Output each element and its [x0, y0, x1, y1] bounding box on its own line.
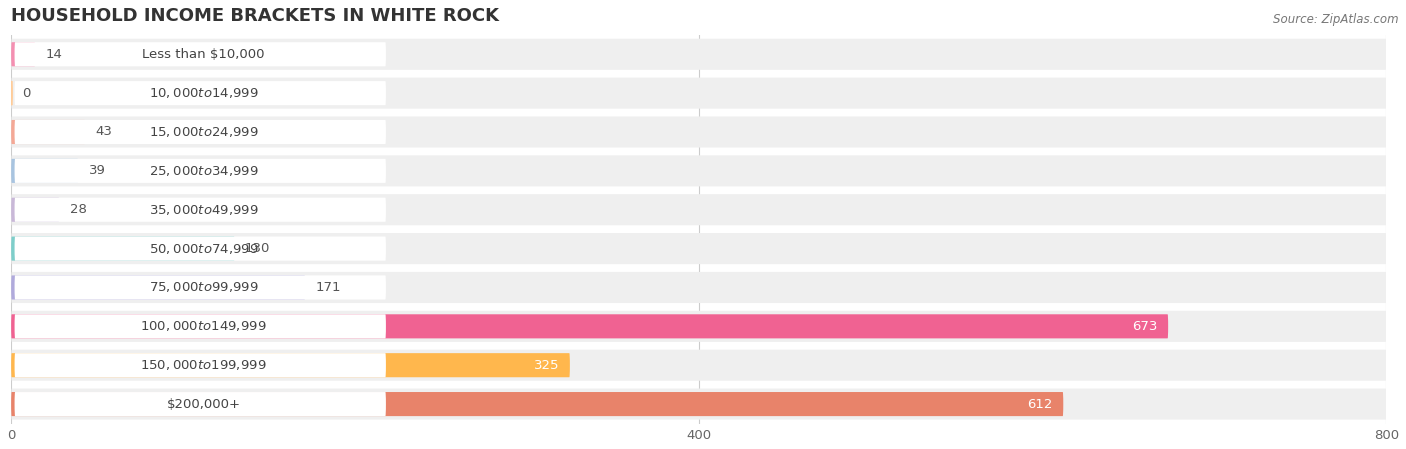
FancyBboxPatch shape — [11, 120, 84, 144]
Text: $35,000 to $49,999: $35,000 to $49,999 — [149, 203, 259, 217]
Text: $150,000 to $199,999: $150,000 to $199,999 — [141, 358, 267, 372]
FancyBboxPatch shape — [11, 275, 305, 299]
Text: $200,000+: $200,000+ — [167, 397, 240, 410]
Text: $25,000 to $34,999: $25,000 to $34,999 — [149, 164, 259, 178]
Text: 130: 130 — [245, 242, 270, 255]
FancyBboxPatch shape — [11, 314, 1168, 339]
Text: 43: 43 — [96, 126, 112, 138]
FancyBboxPatch shape — [11, 159, 79, 183]
FancyBboxPatch shape — [11, 350, 1386, 381]
FancyBboxPatch shape — [11, 155, 1386, 186]
FancyBboxPatch shape — [14, 159, 385, 183]
FancyBboxPatch shape — [11, 198, 59, 222]
Text: $15,000 to $24,999: $15,000 to $24,999 — [149, 125, 259, 139]
Text: $10,000 to $14,999: $10,000 to $14,999 — [149, 86, 259, 100]
Text: 28: 28 — [69, 203, 86, 216]
FancyBboxPatch shape — [11, 311, 1386, 342]
Text: 325: 325 — [534, 359, 560, 372]
FancyBboxPatch shape — [14, 120, 385, 144]
FancyBboxPatch shape — [11, 116, 1386, 148]
FancyBboxPatch shape — [11, 392, 1063, 416]
Text: 171: 171 — [315, 281, 340, 294]
FancyBboxPatch shape — [11, 233, 1386, 264]
FancyBboxPatch shape — [14, 353, 385, 377]
FancyBboxPatch shape — [11, 194, 1386, 225]
Text: HOUSEHOLD INCOME BRACKETS IN WHITE ROCK: HOUSEHOLD INCOME BRACKETS IN WHITE ROCK — [11, 7, 499, 25]
FancyBboxPatch shape — [11, 272, 1386, 303]
FancyBboxPatch shape — [11, 388, 1386, 420]
Text: $100,000 to $149,999: $100,000 to $149,999 — [141, 319, 267, 333]
Text: $75,000 to $99,999: $75,000 to $99,999 — [149, 281, 259, 295]
Text: 14: 14 — [45, 48, 62, 61]
FancyBboxPatch shape — [14, 275, 385, 299]
FancyBboxPatch shape — [14, 42, 385, 66]
FancyBboxPatch shape — [11, 78, 1386, 109]
Text: 673: 673 — [1132, 320, 1157, 333]
FancyBboxPatch shape — [11, 353, 569, 377]
FancyBboxPatch shape — [11, 237, 235, 261]
Text: $50,000 to $74,999: $50,000 to $74,999 — [149, 242, 259, 255]
FancyBboxPatch shape — [11, 39, 1386, 70]
Text: 612: 612 — [1028, 397, 1053, 410]
Text: Less than $10,000: Less than $10,000 — [142, 48, 264, 61]
FancyBboxPatch shape — [14, 237, 385, 261]
FancyBboxPatch shape — [14, 198, 385, 222]
FancyBboxPatch shape — [14, 314, 385, 339]
Text: 0: 0 — [22, 87, 31, 100]
FancyBboxPatch shape — [14, 392, 385, 416]
FancyBboxPatch shape — [11, 42, 35, 66]
FancyBboxPatch shape — [14, 81, 385, 105]
Text: Source: ZipAtlas.com: Source: ZipAtlas.com — [1274, 13, 1399, 26]
Text: 39: 39 — [89, 164, 105, 177]
